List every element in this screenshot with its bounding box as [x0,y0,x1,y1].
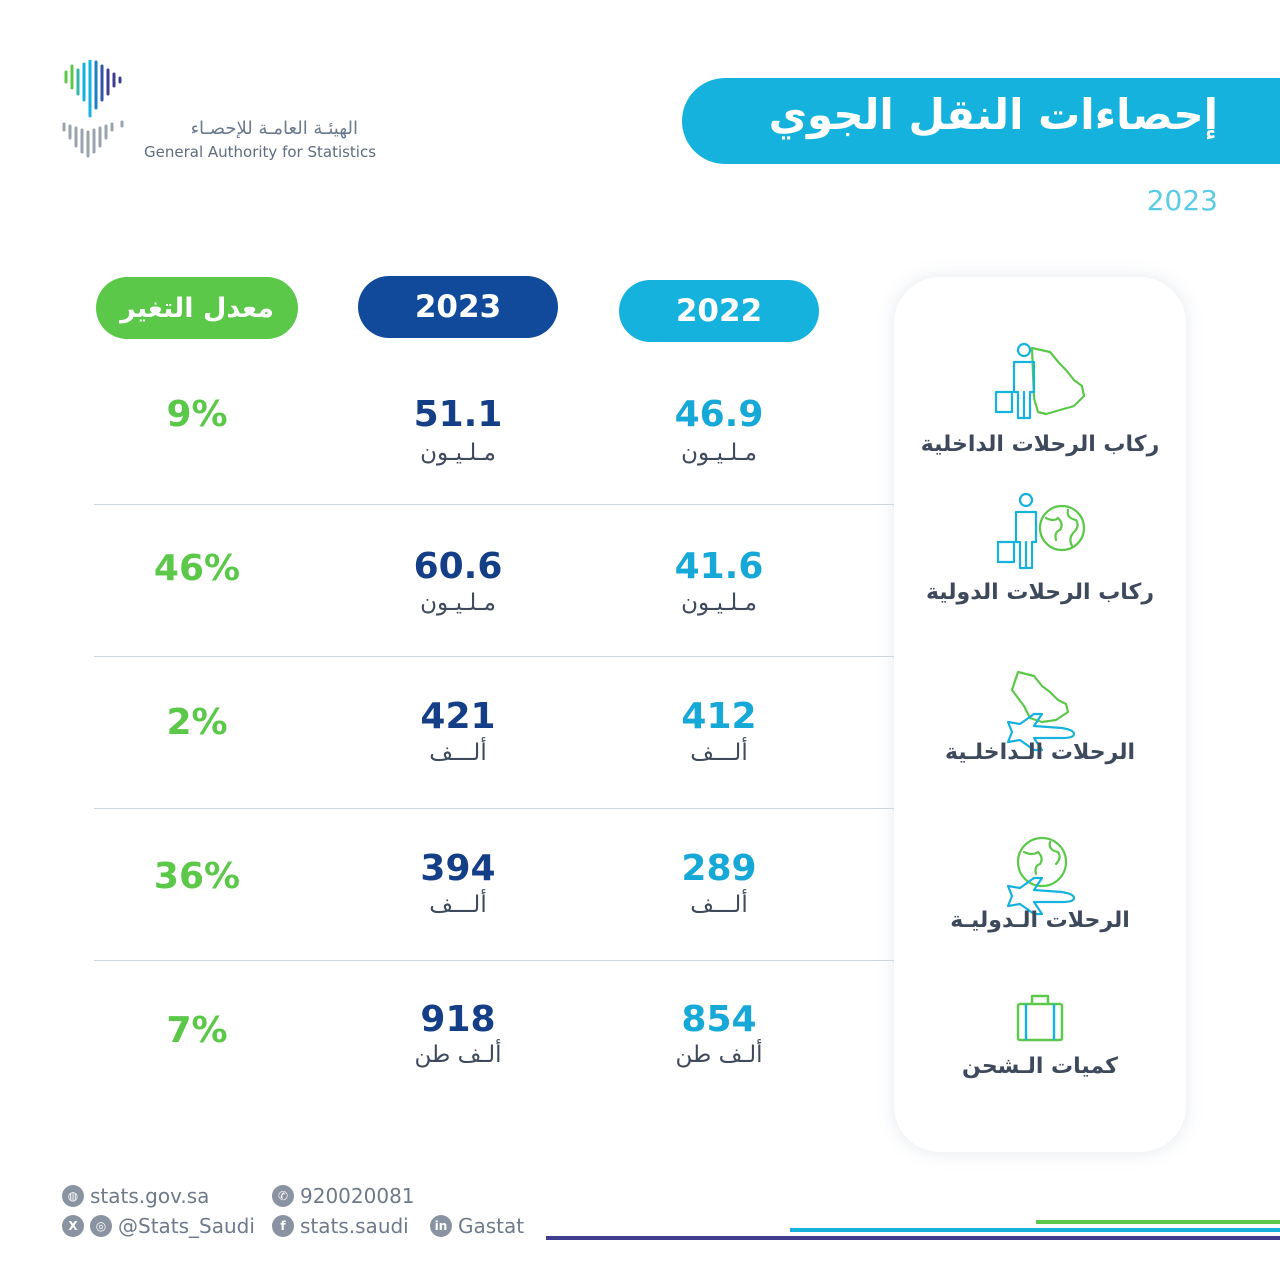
gastat-logo-icon [62,60,124,158]
footer-facebook[interactable]: f stats.saudi [272,1214,409,1238]
change-rate: 7% [166,1010,228,1051]
value-2022: 41.6 [674,546,764,587]
footer-facebook-text: stats.saudi [300,1214,409,1238]
unit-2023: ألـــف [429,892,487,918]
unit-2022: ألـــف [690,892,748,918]
header-change-rate: معدل التغير [96,277,298,339]
unit-2023: ألـــف [429,740,487,766]
plane-globe-icon [1006,836,1076,916]
footer-website[interactable]: ◍ stats.gov.sa [62,1184,209,1208]
value-2023: 394 [420,848,496,889]
footer-phone-text: 920020081 [300,1184,415,1208]
row-divider [94,808,894,809]
row-divider [94,656,894,657]
footer-social-text: @Stats_Saudi [118,1214,255,1238]
value-2023: 918 [420,999,496,1040]
title-banner [682,78,1280,164]
value-2022: 412 [681,696,757,737]
unit-2023: مـلـيـون [420,590,496,616]
facebook-icon: f [272,1215,294,1237]
passenger-saudi-map-icon [994,342,1086,420]
value-2022: 854 [681,999,757,1040]
unit-2022: مـلـيـون [681,590,757,616]
unit-2022: ألـف طن [675,1042,763,1068]
footer-phone[interactable]: ✆ 920020081 [272,1184,415,1208]
decor-line-purple [546,1236,1280,1240]
row-divider [94,504,894,505]
footer-website-text: stats.gov.sa [90,1184,210,1208]
decor-line-blue [790,1228,1280,1232]
category-label-domestic-passengers: ركاب الرحلات الداخلية [920,432,1160,457]
passenger-globe-icon [996,492,1086,570]
plane-saudi-map-icon [1006,670,1076,752]
value-2022: 46.9 [674,394,764,435]
page-title: إحصاءات النقل الجوي [768,90,1218,139]
category-label-cargo: كميات الـشحن [962,1054,1118,1079]
footer-linkedin[interactable]: in Gastat [430,1214,524,1238]
instagram-icon: ◎ [90,1215,112,1237]
value-2022: 289 [681,848,757,889]
globe-icon: ◍ [62,1185,84,1207]
unit-2023: ألـف طن [414,1042,502,1068]
year-label: 2023 [1146,184,1218,217]
footer-social[interactable]: X ◎ @Stats_Saudi [62,1214,255,1238]
category-label-domestic-flights: الرحلات الـداخلـية [944,740,1136,765]
change-rate: 9% [166,394,228,435]
unit-2022: ألـــف [690,740,748,766]
change-rate: 46% [153,548,241,589]
row-divider [94,960,894,961]
value-2023: 60.6 [413,546,503,587]
linkedin-icon: in [430,1215,452,1237]
value-2023: 51.1 [413,394,503,435]
header-year-2022: 2022 [619,280,819,342]
category-label-international-flights: الرحلات الـدوليـة [950,908,1130,933]
category-label-international-passengers: ركاب الرحلات الدولية [925,580,1155,605]
decor-line-green [1036,1220,1280,1224]
header-year-2023: 2023 [358,276,558,338]
brand-name-arabic: الهيئـة العامـة للإحصـاء [190,118,358,139]
brand-name-english: General Authority for Statistics [144,143,377,161]
x-icon: X [62,1215,84,1237]
footer-linkedin-text: Gastat [458,1214,525,1238]
unit-2023: مـلـيـون [420,440,496,466]
unit-2022: مـلـيـون [681,440,757,466]
cargo-suitcase-icon [1016,994,1064,1042]
change-rate: 36% [153,856,241,897]
value-2023: 421 [420,696,496,737]
change-rate: 2% [166,702,228,743]
phone-icon: ✆ [272,1185,294,1207]
